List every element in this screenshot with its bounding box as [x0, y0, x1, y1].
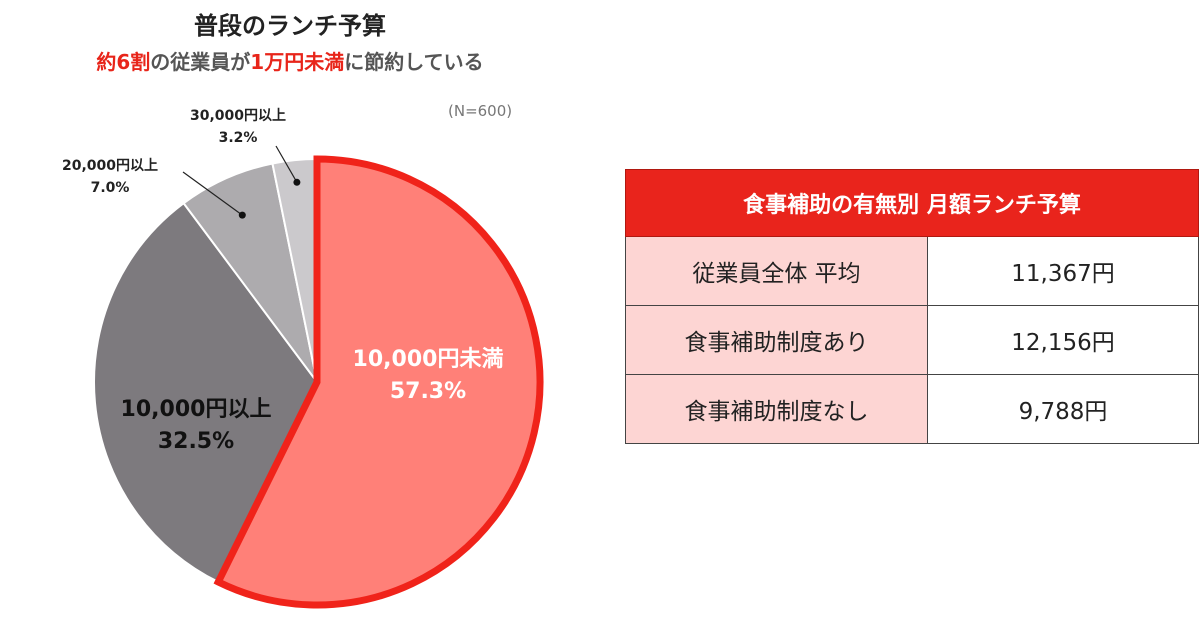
slice-percent-under-10000: 57.3%	[390, 379, 466, 404]
row-label-with-subsidy: 食事補助制度あり	[625, 305, 928, 375]
chart-subtitle: 約6割の従業員が1万円未満に節約している	[55, 46, 525, 75]
table-row: 従業員全体 平均 11,367円	[625, 236, 1199, 306]
row-label-all: 従業員全体 平均	[625, 236, 928, 306]
lunch-budget-table: 食事補助の有無別 月額ランチ予算 従業員全体 平均 11,367円 食事補助制度…	[625, 169, 1199, 444]
subtitle-highlight-amount: 1万円未満	[250, 50, 345, 74]
leader-dot-30000	[293, 178, 301, 186]
subtitle-highlight-ratio: 約6割	[96, 50, 151, 74]
slice-label-30000-plus: 30,000円以上	[190, 108, 286, 124]
slice-label-under-10000: 10,000円未満	[353, 346, 504, 372]
leader-line-30000	[275, 145, 298, 183]
subtitle-text-employees: の従業員が	[150, 50, 251, 74]
table-row: 食事補助制度なし 9,788円	[625, 374, 1199, 444]
table-row: 食事補助制度あり 12,156円	[625, 305, 1199, 375]
row-value-with-subsidy: 12,156円	[927, 305, 1199, 375]
pie-slice-highlight-10000	[213, 155, 544, 609]
row-value-without-subsidy: 9,788円	[927, 374, 1199, 444]
slice-label-10000-plus: 10,000円以上	[121, 397, 272, 422]
sample-size-note: (N=600)	[448, 102, 513, 120]
chart-title: 普段のランチ予算	[194, 12, 386, 40]
leader-line-20000	[182, 171, 243, 216]
slice-percent-20000-plus: 7.0%	[91, 180, 130, 196]
slice-percent-10000-plus: 32.5%	[158, 429, 234, 454]
subtitle-text-saving: に節約している	[344, 50, 484, 74]
pie-chart: 10,000円未満 57.3% 10,000円以上 32.5% 20,000円以上 7.0…	[62, 108, 544, 609]
row-label-without-subsidy: 食事補助制度なし	[625, 374, 928, 444]
slice-percent-30000-plus: 3.2%	[219, 130, 258, 146]
table-header-row: 食事補助の有無別 月額ランチ予算	[625, 169, 1199, 237]
table-header: 食事補助の有無別 月額ランチ予算	[625, 169, 1199, 237]
slice-label-20000-plus: 20,000円以上	[62, 158, 158, 174]
leader-dot-20000	[238, 211, 246, 219]
row-value-all: 11,367円	[927, 236, 1199, 306]
